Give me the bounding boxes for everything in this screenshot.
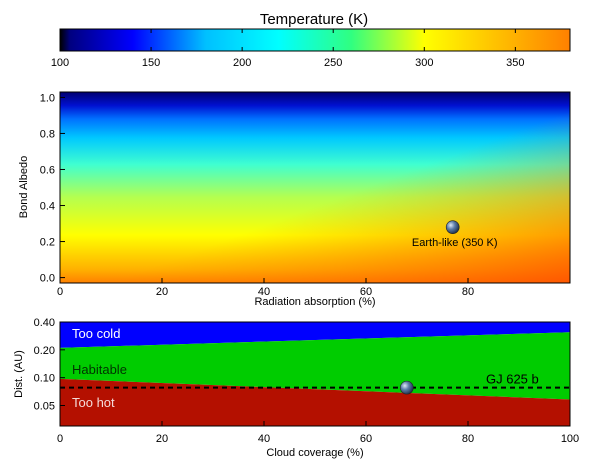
colorbar-title: Temperature (K) [260,11,368,28]
heatmap-xtick-label: 20 [156,286,168,298]
colorbar-tick-label: 100 [51,57,69,69]
region-label-too-hot: Too hot [72,395,115,410]
colorbar: Temperature (K) 100 150 200 250 300 350 [51,11,571,69]
heatmap-ylabel: Bond Albedo [18,156,30,218]
hz-ytick-1: 0.10 [34,373,65,385]
colorbar-tick-2: 200 [233,29,251,69]
colorbar-tick-label: 200 [233,57,251,69]
hz-xtick-3: 60 [360,421,372,445]
colorbar-gradient [59,28,571,52]
hz-ytick-label: 0.20 [34,345,55,357]
hz-ytick-3: 0.40 [34,317,65,329]
heatmap-ytick-label: 0.6 [40,164,55,176]
heatmap-xtick-3: 60 [360,278,372,298]
colorbar-tick-5: 350 [506,29,525,69]
heatmap-ytick-label: 0.0 [40,273,55,285]
colorbar-tick-1: 150 [142,29,160,69]
planet-marker [399,380,414,395]
heatmap-xtick-label: 80 [462,286,474,298]
region-too-hot [60,378,570,426]
heatmap-xtick-label: 60 [360,286,372,298]
hz-xtick-label: 40 [258,433,270,445]
colorbar-ticks: 100 150 200 250 300 350 [51,29,525,69]
heatmap-ytick-3: 0.6 [40,164,65,176]
hz-overlay: Too cold Habitable Too hot GJ 625 b [60,326,570,410]
colorbar-tick-4: 300 [415,29,433,69]
earth-marker [445,220,460,234]
heatmap-ytick-label: 0.8 [40,128,55,140]
hz-ytick-0: 0.05 [34,400,65,412]
heatmap-tilt-overlay [60,92,570,283]
colorbar-tick-label: 150 [142,57,160,69]
hz-xtick-0: 0 [57,421,63,445]
heatmap-panel: 0 20 40 60 80 0.0 0.2 0.4 0.6 0.8 1.0 Earth-like (… [18,91,571,308]
region-label-too-cold: Too cold [72,326,120,341]
heatmap-ytick-1: 0.2 [40,237,65,249]
hz-regions [60,322,570,426]
heatmap-xlabel: Radiation absorption (%) [254,296,375,308]
hz-ticks: 0 20 40 60 80 100 0.05 0.10 0.20 0.40 [34,317,580,445]
heatmap-ytick-2: 0.4 [40,201,65,213]
hz-xtick-1: 20 [156,421,168,445]
hz-ytick-label: 0.05 [34,400,55,412]
heatmap-ytick-0: 0.0 [40,273,65,285]
hz-xtick-label: 100 [561,433,579,445]
hz-ytick-label: 0.10 [34,373,55,385]
heatmap-ytick-label: 0.4 [40,201,55,213]
hz-xtick-label: 80 [462,433,474,445]
heatmap-xtick-1: 20 [156,278,168,298]
hz-xtick-5: 100 [561,421,579,445]
hz-xlabel: Cloud coverage (%) [266,447,363,459]
habitable-panel: Too cold Habitable Too hot GJ 625 b 0 20 40 60… [13,317,579,459]
hz-xtick-2: 40 [258,421,270,445]
colorbar-tick-label: 300 [415,57,433,69]
hz-ytick-2: 0.20 [34,345,65,357]
heatmap-ytick-4: 0.8 [40,128,65,140]
heatmap-ytick-label: 0.2 [40,237,55,249]
heatmap-ytick-5: 1.0 [40,92,65,104]
hz-ytick-label: 0.40 [34,317,55,329]
colorbar-tick-0: 100 [51,29,69,69]
region-label-habitable: Habitable [72,362,127,377]
region-too-cold [60,322,570,348]
region-habitable [60,332,570,400]
heatmap-ticks: 0 20 40 60 80 0.0 0.2 0.4 0.6 0.8 1.0 [40,92,474,298]
hz-xtick-4: 80 [462,421,474,445]
hz-frame [59,321,571,427]
heatmap-xtick-4: 80 [462,278,474,298]
heatmap-xtick-0: 0 [57,278,63,298]
hz-xtick-label: 60 [360,433,372,445]
hz-xtick-label: 20 [156,433,168,445]
hz-ylabel: Dist. (AU) [13,350,25,398]
heatmap-xtick-label: 40 [258,286,270,298]
earth-label: Earth-like (350 K) [412,237,498,249]
planet-line-label: GJ 625 b [486,372,539,387]
heatmap-xtick-label: 0 [57,286,63,298]
colorbar-tick-3: 250 [324,29,342,69]
heatmap-ytick-label: 1.0 [40,92,55,104]
colorbar-tick-label: 250 [324,57,342,69]
heatmap-xtick-2: 40 [258,278,270,298]
hz-xtick-label: 0 [57,433,63,445]
colorbar-tick-label: 350 [506,57,524,69]
heatmap-point-group: Earth-like (350 K) [412,220,498,249]
heatmap-frame [59,91,571,284]
